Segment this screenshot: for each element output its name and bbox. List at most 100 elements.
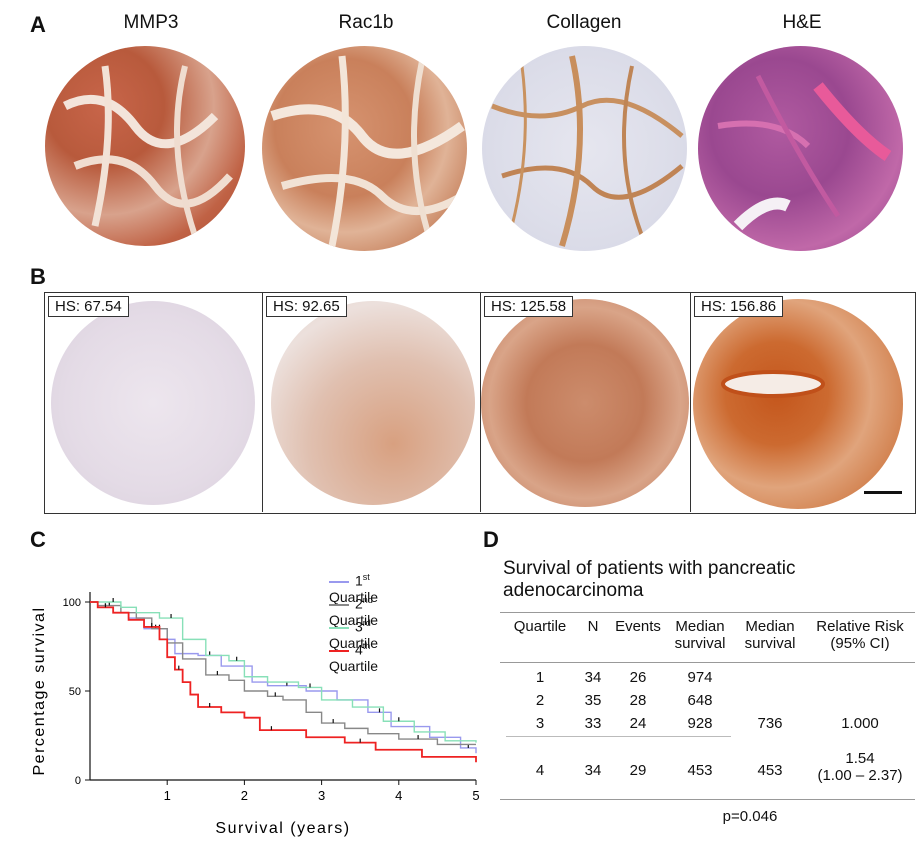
legend-item-4: 4th Quartile [329, 641, 378, 674]
y-axis-label: Percentage survival [31, 606, 48, 775]
table-top-rule [500, 612, 915, 613]
cell-e-1: 26 [629, 669, 647, 686]
title-rac1b: Rac1b [338, 12, 394, 33]
tissue-core-hs1 [51, 301, 255, 505]
p-value: p=0.046 [722, 808, 778, 825]
survival-chart: 0 50 100 1 2 3 4 5 Survival (years) Percentage su… [31, 592, 480, 837]
x-tick-label-5: 5 [472, 788, 479, 803]
cell-q-2: 2 [535, 692, 545, 709]
legend-text-1: Quartile [329, 588, 379, 605]
cell-rr-4b: (1.00 – 2.37) [817, 767, 903, 784]
hs-cell-2: HS: 92.65 [263, 293, 481, 512]
legend-swatch-1 [329, 580, 349, 583]
panel-d-letter: D [483, 527, 499, 552]
table-bottom-rule [500, 799, 915, 800]
cell-q-4: 4 [535, 762, 545, 779]
table-mid-rule [506, 736, 731, 737]
tissue-core-collagen [482, 46, 687, 251]
series-line-3 [90, 601, 477, 743]
legend-sup-2: nd [362, 595, 373, 605]
x-tick-label-2: 2 [241, 788, 248, 803]
x-tick-label-3: 3 [318, 788, 325, 803]
th-rr-b: (95% CI) [830, 635, 890, 652]
legend-swatch-4 [329, 649, 349, 652]
tissue-core-he [698, 46, 903, 251]
th-relative-risk: Relative Risk (95% CI) [805, 618, 915, 652]
tissue-core-mmp3 [45, 46, 245, 246]
legend-num-4: 4 [355, 641, 363, 658]
series-line-4 [90, 601, 477, 763]
series-line-2 [90, 601, 476, 746]
cell-e-4: 29 [629, 762, 647, 779]
panel-b-letter: B [30, 264, 46, 289]
tissue-core-hs3 [481, 299, 689, 507]
y-tick-label-0: 0 [75, 775, 81, 787]
cell-n-3: 33 [584, 715, 602, 732]
th-n: N [587, 618, 599, 635]
cell-rr-4a: 1.54 [845, 750, 875, 767]
tissue-core-hs2 [271, 301, 475, 505]
hs-label-4: HS: 156.86 [694, 296, 784, 317]
th-events: Events [615, 618, 661, 635]
hs-label-1: HS: 67.54 [48, 296, 129, 317]
title-he: H&E [782, 12, 822, 33]
cell-group-median-1to3: 736 [757, 715, 783, 732]
th-median-2: Median survival [735, 618, 805, 652]
legend-text-4: Quartile [329, 657, 379, 674]
cell-n-2: 35 [584, 692, 602, 709]
table-title-line2: adenocarcinoma [503, 580, 644, 601]
table-title: Survival of patients with pancreatic ade… [503, 558, 796, 602]
cell-m-2: 648 [687, 692, 713, 709]
scale-bar [864, 491, 902, 494]
hs-cell-1: HS: 67.54 [45, 293, 263, 512]
panel-a-letter: A [30, 12, 46, 37]
cell-q-1: 1 [535, 669, 545, 686]
hs-strip: HS: 67.54 HS: 92.65 HS: 125.58 HS: 156.8… [44, 292, 916, 514]
cell-m-4: 453 [687, 762, 713, 779]
th-quartile: Quartile [513, 618, 567, 635]
title-collagen: Collagen [546, 12, 622, 33]
th-median-2a: Median [745, 618, 795, 635]
legend-item-1: 1st Quartile [329, 572, 378, 605]
legend-sup-1: st [362, 572, 370, 582]
y-tick-label-100: 100 [63, 597, 81, 609]
x-axis-label: Survival (years) [215, 820, 350, 837]
legend-item-3: 3rd Quartile [329, 618, 378, 651]
cell-m-3: 928 [687, 715, 713, 732]
tissue-core-hs4 [693, 299, 903, 509]
legend-text-2: Quartile [329, 611, 379, 628]
cell-group-rr-4: 1.54 (1.00 – 2.37) [805, 750, 915, 784]
legend-sup-4: th [362, 641, 371, 651]
x-tick-label-4: 4 [395, 788, 402, 803]
legend-num-3: 3 [355, 618, 363, 635]
legend-num-2: 2 [355, 595, 363, 612]
th-median-1b: survival [674, 635, 726, 652]
title-mmp3: MMP3 [123, 12, 179, 33]
cell-m-1: 974 [687, 669, 713, 686]
cell-group-median-4: 453 [757, 762, 783, 779]
legend-swatch-2 [329, 603, 349, 606]
hs-label-2: HS: 92.65 [266, 296, 347, 317]
hs-cell-3: HS: 125.58 [481, 293, 691, 512]
legend-text-3: Quartile [329, 634, 379, 651]
table-header-rule [500, 662, 915, 663]
hs-label-3: HS: 125.58 [484, 296, 574, 317]
tissue-core-rac1b [262, 46, 467, 251]
hs-cell-4: HS: 156.86 [691, 293, 914, 512]
cell-e-2: 28 [629, 692, 647, 709]
cell-n-4: 34 [584, 762, 602, 779]
cell-q-3: 3 [535, 715, 545, 732]
legend-swatch-3 [329, 626, 349, 629]
table-title-line1: Survival of patients with pancreatic [503, 558, 796, 579]
panel-c-letter: C [30, 527, 46, 552]
th-median-1: Median survival [665, 618, 735, 652]
cell-e-3: 24 [629, 715, 647, 732]
survival-table: Quartile N Events Median survival Median… [500, 612, 915, 837]
legend-num-1: 1 [355, 572, 363, 589]
th-median-1a: Median [675, 618, 725, 635]
legend-item-2: 2nd Quartile [329, 595, 378, 628]
y-tick-label-50: 50 [69, 686, 81, 698]
th-rr-a: Relative Risk [816, 618, 904, 635]
cell-group-rr-1to3: 1.000 [841, 715, 879, 732]
th-median-2b: survival [744, 635, 796, 652]
